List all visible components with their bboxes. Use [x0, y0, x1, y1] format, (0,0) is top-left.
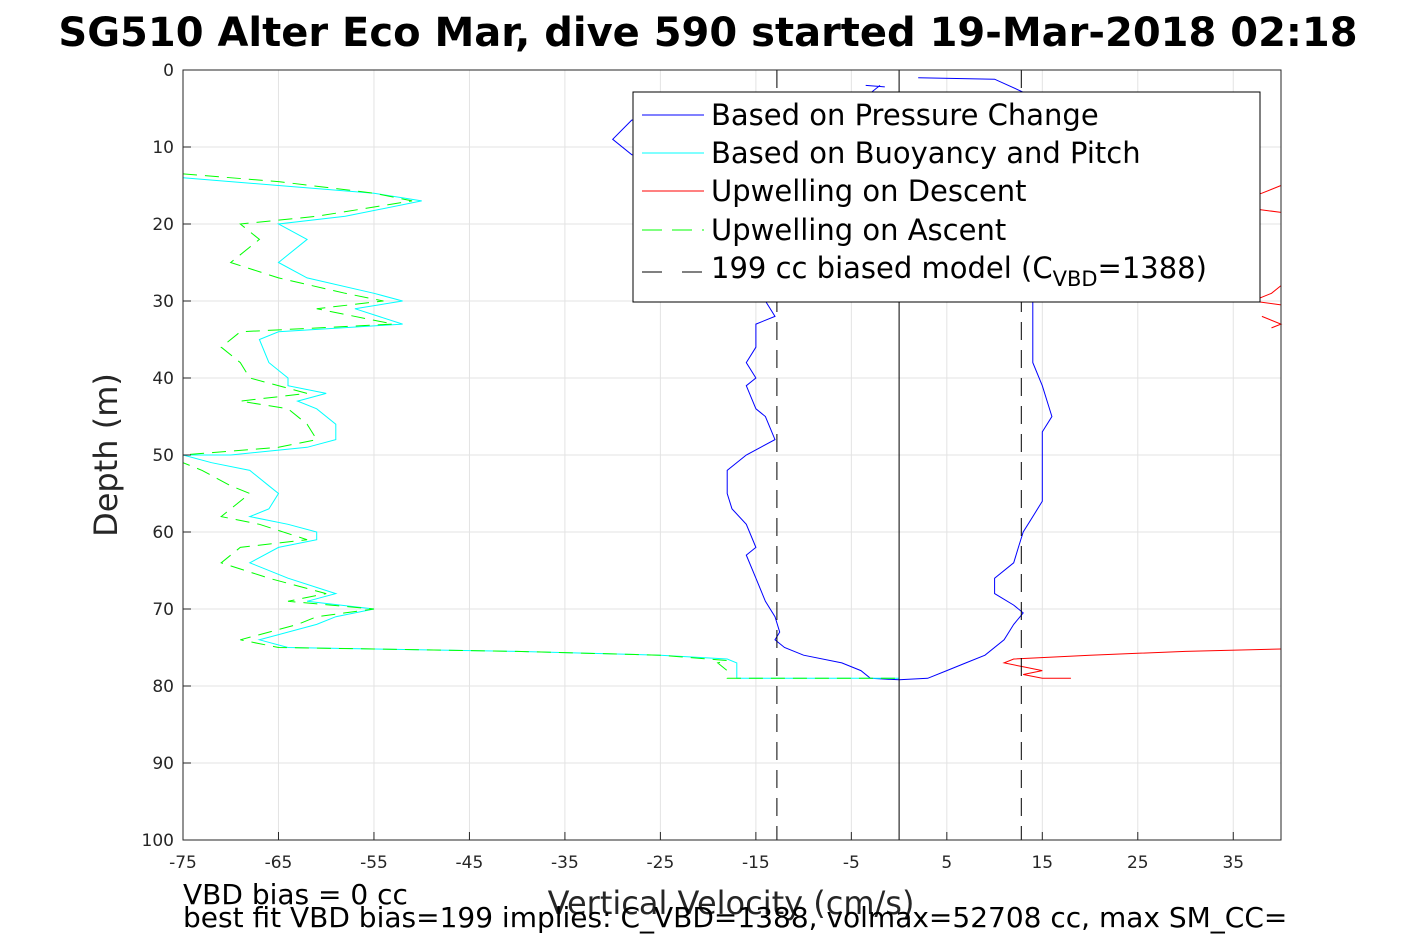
y-tick-label: 40 — [152, 369, 174, 389]
best-fit-note: best fit VBD bias=199 implies: C_VBD=138… — [183, 901, 1287, 934]
chart-title: SG510 Alter Eco Mar, dive 590 started 19… — [58, 10, 1357, 56]
x-tick-label: -35 — [551, 853, 579, 873]
x-tick-label: -45 — [456, 853, 484, 873]
legend-label-model-main: 199 cc biased model (C — [711, 251, 1053, 285]
x-tick-label: 35 — [1222, 853, 1244, 873]
x-tick-label: 15 — [1031, 853, 1053, 873]
y-tick-label: 10 — [152, 138, 174, 158]
legend-box — [632, 91, 1261, 303]
legend-label-ascent: Upwelling on Ascent — [711, 213, 1006, 247]
x-tick-label: 25 — [1127, 853, 1149, 873]
x-tick-label: -65 — [265, 853, 293, 873]
series-line-upwelling-on-descent — [1250, 285, 1282, 306]
x-axis-label: Vertical Velocity (cm/s) — [548, 884, 915, 922]
y-tick-label: 0 — [163, 61, 174, 81]
series-line-based-on-buoyancy-and-pitch — [182, 177, 900, 679]
legend-label-descent: Upwelling on Descent — [711, 174, 1027, 208]
y-tick-label: 30 — [152, 292, 174, 312]
legend-label-model: 199 cc biased model (CVBD=1388) — [711, 251, 1207, 291]
legend-label-model-end: =1388) — [1098, 251, 1207, 285]
x-tick-label: -75 — [169, 853, 197, 873]
y-tick-label: 80 — [152, 677, 174, 697]
x-tick-label: -25 — [647, 853, 675, 873]
series-line-upwelling-on-ascent — [182, 173, 900, 679]
x-tick-label: -5 — [843, 853, 860, 873]
y-tick-label: 100 — [142, 831, 174, 851]
x-tick-label: -15 — [742, 853, 770, 873]
series-line-upwelling-on-descent — [1002, 648, 1282, 679]
y-tick-label: 90 — [152, 754, 174, 774]
series-line-based-on-pressure-change — [865, 84, 885, 88]
y-tick-label: 20 — [152, 215, 174, 235]
y-tick-label: 60 — [152, 523, 174, 543]
x-tick-label: -55 — [360, 853, 388, 873]
y-axis-label: Depth (m) — [87, 373, 125, 537]
vbd-bias-note: VBD bias = 0 cc — [183, 878, 408, 911]
tick-labels: -75 -65 -55 -45 -35 -25 -15 -5 5 15 25 350102030405… — [142, 61, 1245, 873]
y-tick-label: 70 — [152, 600, 174, 620]
y-tick-label: 50 — [152, 446, 174, 466]
legend-label-pressure: Based on Pressure Change — [711, 98, 1099, 132]
x-tick-label: 5 — [941, 853, 952, 873]
legend-label-model-sub: VBD — [1053, 267, 1098, 291]
legend-label-buoyancy: Based on Buoyancy and Pitch — [711, 136, 1141, 170]
legend: Based on Pressure Change Based on Buoyan… — [632, 91, 1261, 303]
